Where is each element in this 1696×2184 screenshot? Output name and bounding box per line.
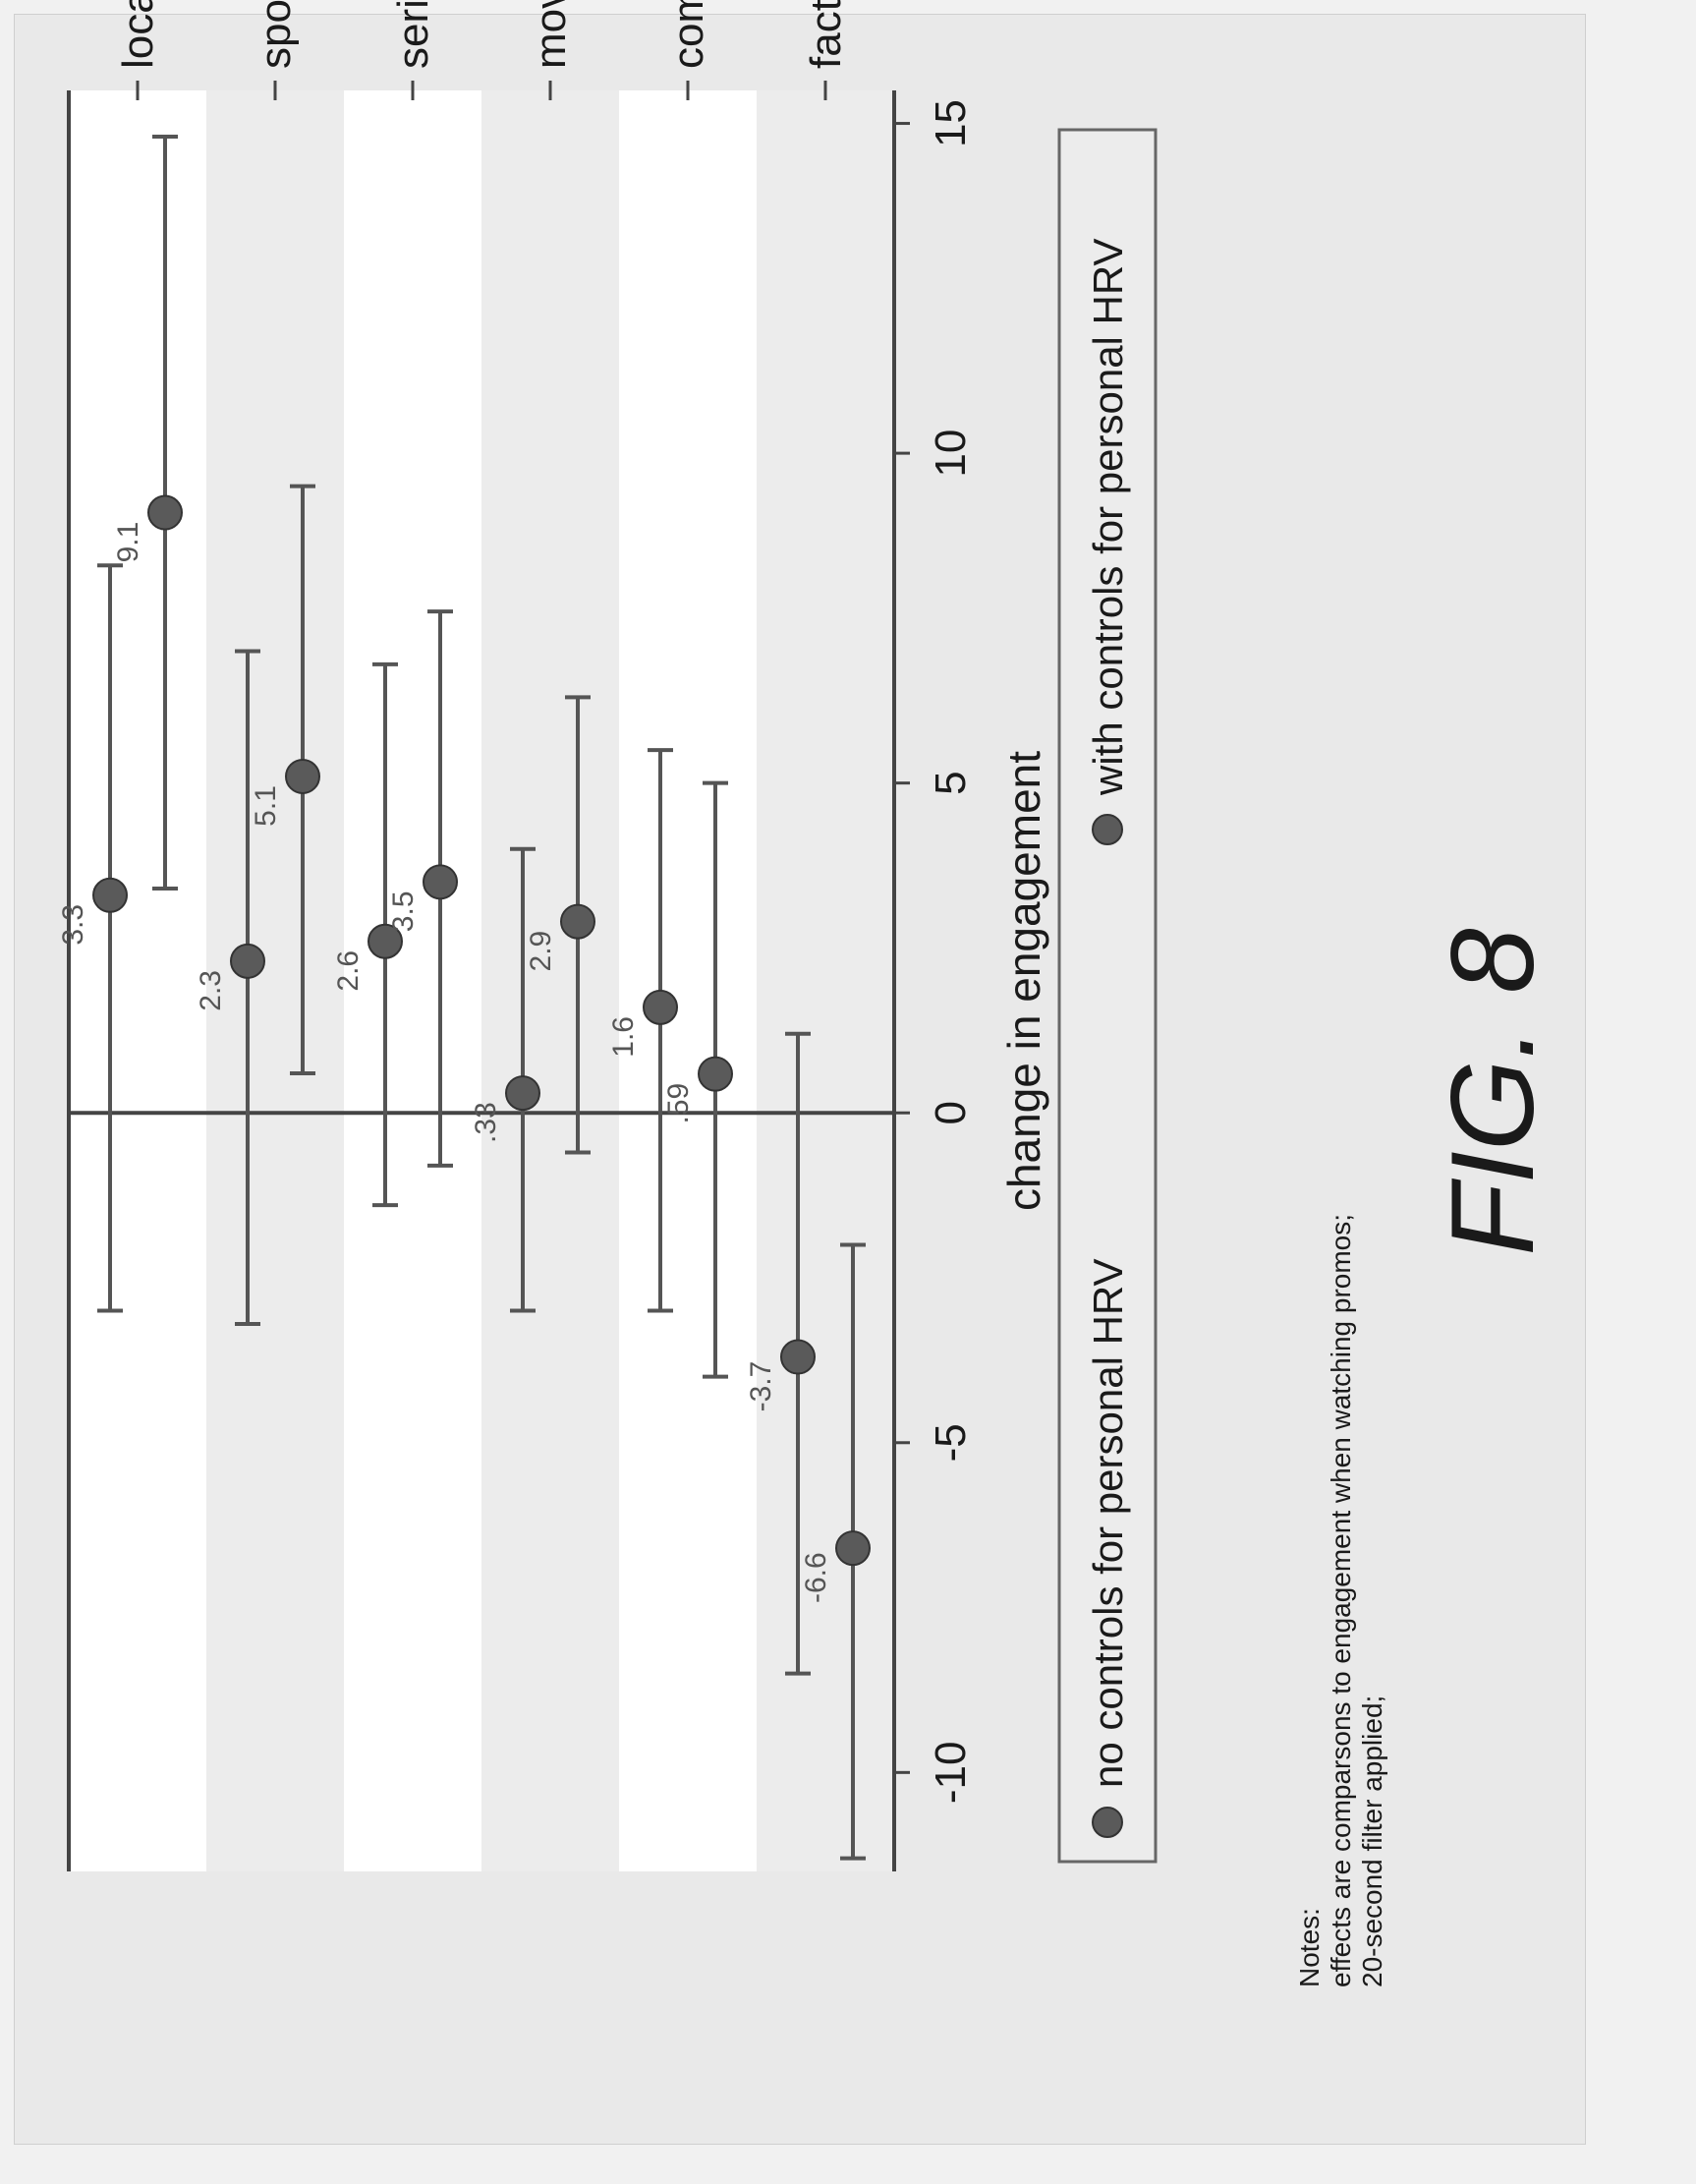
x-tick-label: 0 xyxy=(927,1101,975,1124)
data-label: 2.3 xyxy=(195,970,227,1011)
x-tick-label: 5 xyxy=(927,771,975,794)
data-point xyxy=(147,494,183,531)
data-point xyxy=(560,903,595,940)
data-point xyxy=(230,943,265,979)
figure-label: FIG. 8 xyxy=(1427,928,1558,1256)
category-label: factual xyxy=(802,0,850,69)
category-band xyxy=(619,90,757,1871)
data-label: 5.1 xyxy=(250,785,282,827)
x-axis-title: change in engagement xyxy=(998,751,1049,1211)
data-label: .59 xyxy=(662,1083,695,1124)
legend-marker xyxy=(1092,1807,1123,1838)
axes xyxy=(67,81,896,1871)
data-label: 3.3 xyxy=(57,904,89,946)
data-point xyxy=(367,923,403,959)
data-label: .33 xyxy=(470,1102,502,1143)
data-point xyxy=(505,1075,540,1112)
notes: Notes: effects are comparsons to engageme… xyxy=(1294,1214,1387,1987)
data-point xyxy=(92,877,128,913)
data-point xyxy=(643,989,678,1025)
category-label: local xyxy=(114,0,162,69)
data-label: 3.5 xyxy=(387,891,420,932)
category-label: commercial xyxy=(664,0,712,69)
data-point xyxy=(835,1530,871,1567)
chart-marks: 3.3 2.3 2.6 .33 1.6 -3.7 9.1 5.1 3.5 2.9 .59 -6.6 xyxy=(57,134,871,1861)
legend-marker xyxy=(1092,814,1123,845)
category-band xyxy=(481,90,619,1871)
category-band xyxy=(206,90,344,1871)
data-label: 1.6 xyxy=(607,1016,640,1058)
category-bands xyxy=(69,90,894,1871)
category-labels: local sports series movie commercial factual xyxy=(114,0,850,69)
category-band xyxy=(344,90,481,1871)
notes-line: effects are comparsons to engagement whe… xyxy=(1326,1214,1356,1987)
figure-label-group: FIG. 8 xyxy=(1427,928,1558,1256)
notes-line: 20-second filter applied; xyxy=(1357,1695,1387,1987)
category-band xyxy=(69,90,206,1871)
notes-line: Notes: xyxy=(1294,1908,1325,1987)
legend-box xyxy=(1057,128,1158,1864)
data-label: 2.6 xyxy=(332,950,365,992)
data-label: -3.7 xyxy=(745,1361,777,1412)
legend-entry: with controls for personal HRV xyxy=(1085,239,1131,796)
x-tick-label: 10 xyxy=(927,430,975,478)
x-ticks: -10 -5 0 5 10 15 change in engagement xyxy=(894,99,1049,1804)
category-band xyxy=(757,90,894,1871)
category-label: series xyxy=(389,0,437,69)
data-point xyxy=(698,1056,733,1092)
data-point xyxy=(780,1339,816,1375)
x-tick-label: -5 xyxy=(927,1423,975,1462)
category-label: movie xyxy=(527,0,575,69)
legend: no controls for personal HRV with control… xyxy=(1057,128,1158,1864)
data-point xyxy=(423,864,458,900)
x-tick-label: -10 xyxy=(927,1742,975,1805)
category-label: sports xyxy=(252,0,300,69)
x-tick-label: 15 xyxy=(927,99,975,147)
data-label: 9.1 xyxy=(112,522,144,563)
data-point xyxy=(285,758,320,794)
legend-entry: no controls for personal HRV xyxy=(1085,1259,1131,1789)
data-label: 2.9 xyxy=(525,931,557,972)
data-label: -6.6 xyxy=(800,1552,832,1603)
